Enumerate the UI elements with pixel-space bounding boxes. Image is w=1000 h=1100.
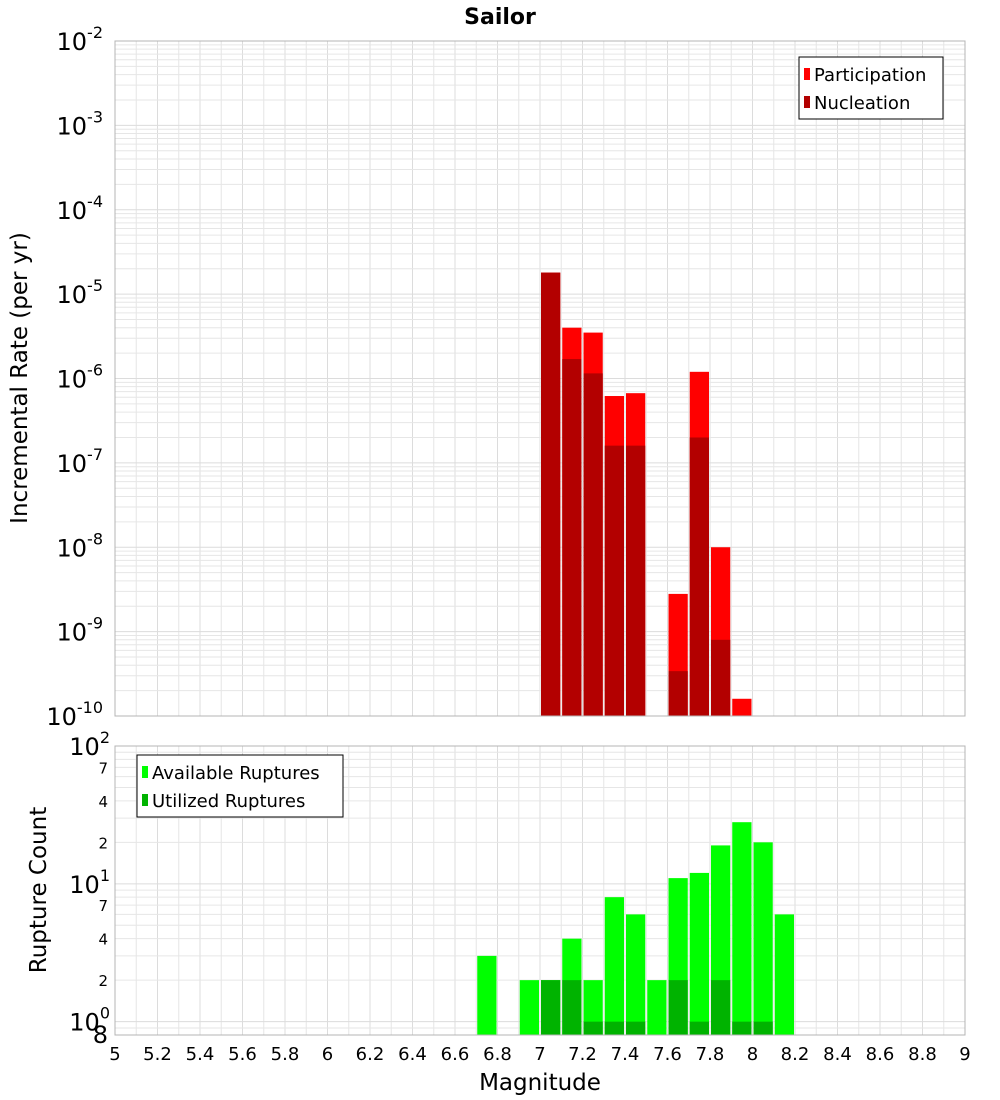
bottom-bar-utilized-ruptures [689,1021,709,1035]
top-bars [541,272,752,716]
top-bar-nucleation [689,437,709,716]
x-tick-label: 8 [747,1044,758,1065]
top-bar-nucleation [668,671,688,716]
top-legend-box [798,56,944,120]
top-legend-label-participation: Participation [814,65,926,86]
x-tick-label: 8.4 [823,1044,852,1065]
bottom-bar-utilized-ruptures [562,980,582,1035]
bottom-y-tick-label: 8 [93,1021,108,1049]
x-tick-label: 5.6 [228,1044,257,1065]
top-y-tick-label: 10-7 [57,445,104,478]
bottom-bar-utilized-ruptures [583,1021,603,1035]
x-tick-label: 7.4 [611,1044,640,1065]
bottom-y-tick-label: 4 [98,793,108,811]
top-bar-nucleation [711,639,731,716]
top-y-tick-label: 10-9 [57,614,104,647]
bottom-y-axis-label: Rupture Count [26,807,52,973]
chart-title: Sailor [464,5,536,30]
bottom-legend-swatch-available-ruptures [142,766,148,778]
top-bar-participation [732,698,752,716]
x-tick-label: 6.8 [483,1044,512,1065]
x-tick-label: 5.8 [271,1044,300,1065]
x-tick-label: 5 [109,1044,120,1065]
bottom-legend: Available Ruptures Utilized Ruptures [136,754,344,818]
top-bar-nucleation [583,373,603,716]
x-tick-label: 7.2 [568,1044,597,1065]
top-y-tick-label: 10-5 [57,276,104,309]
top-y-tick-label: 10-2 [57,23,104,56]
x-tick-label: 8.6 [866,1044,895,1065]
bottom-bar-available-ruptures [477,955,497,1035]
bottom-bar-available-ruptures [604,897,624,1035]
top-legend-swatch-nucleation [804,96,810,108]
bottom-bar-utilized-ruptures [604,1021,624,1035]
bottom-bar-utilized-ruptures [711,980,731,1035]
bottom-legend-label-utilized-ruptures: Utilized Ruptures [152,791,305,812]
bottom-legend-swatch-utilized-ruptures [142,794,148,806]
top-bar-nucleation [604,445,624,716]
top-legend-label-nucleation: Nucleation [814,93,910,114]
top-bar-nucleation [562,359,582,716]
top-y-tick-label: 10-6 [57,361,104,394]
x-tick-label: 6.2 [356,1044,385,1065]
bottom-bar-available-ruptures [626,914,646,1035]
top-bar-nucleation [626,445,646,716]
x-tick-label: 7 [534,1044,545,1065]
x-tick-label: 5.4 [186,1044,215,1065]
bottom-y-tick-label: 4 [98,931,108,949]
bottom-bar-utilized-ruptures [626,1021,646,1035]
x-tick-label: 6.6 [441,1044,470,1065]
bottom-y-tick-label: 7 [98,759,108,777]
bottom-plot-frame [114,745,966,1036]
top-legend-swatch-participation [804,68,810,80]
bottom-legend-box [136,754,344,818]
bottom-bar-available-ruptures [519,980,539,1035]
bottom-bar-available-ruptures [647,980,667,1035]
x-tick-label: 9 [959,1044,970,1065]
x-tick-label: 6 [322,1044,333,1065]
top-y-tick-label: 10-3 [57,107,104,140]
top-y-tick-label: 10-10 [46,698,103,731]
top-y-tick-label: 10-8 [57,529,104,562]
bottom-bar-utilized-ruptures [668,980,688,1035]
bottom-bar-available-ruptures [774,914,794,1035]
top-plot-frame [114,40,966,717]
bottom-y-tick-label: 100 [69,1004,110,1037]
top-grid [114,41,966,717]
top-y-tick-labels: 10-10 10-9 10-8 10-7 10-6 10-5 10-4 10-3 10-2 [46,23,103,731]
bottom-bar-available-ruptures [689,872,709,1035]
bottom-bar-utilized-ruptures [753,1021,773,1035]
bottom-y-tick-label: 102 [69,728,110,761]
bottom-y-tick-label: 2 [98,834,108,852]
bottom-bars [477,822,794,1035]
x-tick-label: 6.4 [398,1044,427,1065]
x-tick-label: 5.2 [143,1044,172,1065]
x-tick-label: 8.2 [781,1044,810,1065]
bottom-y-tick-label: 7 [98,897,108,915]
bottom-bar-available-ruptures [583,980,603,1035]
top-legend: Participation Nucleation [798,56,944,120]
bottom-bar-utilized-ruptures [541,980,561,1035]
bottom-bar-utilized-ruptures [732,1021,752,1035]
top-y-tick-label: 10-4 [57,192,104,225]
bottom-y-tick-label: 101 [69,866,110,899]
x-tick-label: 8.8 [908,1044,937,1065]
x-axis-label: Magnitude [479,1070,601,1096]
top-panel: 10-10 10-9 10-8 10-7 10-6 10-5 10-4 10-3 10-2 In… [7,23,966,731]
bottom-y-tick-label: 2 [98,972,108,990]
top-y-axis-label: Incremental Rate (per yr) [7,232,33,524]
bottom-legend-label-available-ruptures: Available Ruptures [152,763,320,784]
x-tick-labels: 5 5.2 5.4 5.6 5.8 6 6.2 6.4 6.6 6.8 7 7.2 7.4 7.6 7.8 8… [109,1044,970,1065]
bottom-bar-available-ruptures [732,822,752,1035]
bottom-bar-available-ruptures [753,842,773,1035]
top-bar-nucleation [541,272,561,716]
x-tick-label: 7.6 [653,1044,682,1065]
x-tick-label: 7.8 [696,1044,725,1065]
